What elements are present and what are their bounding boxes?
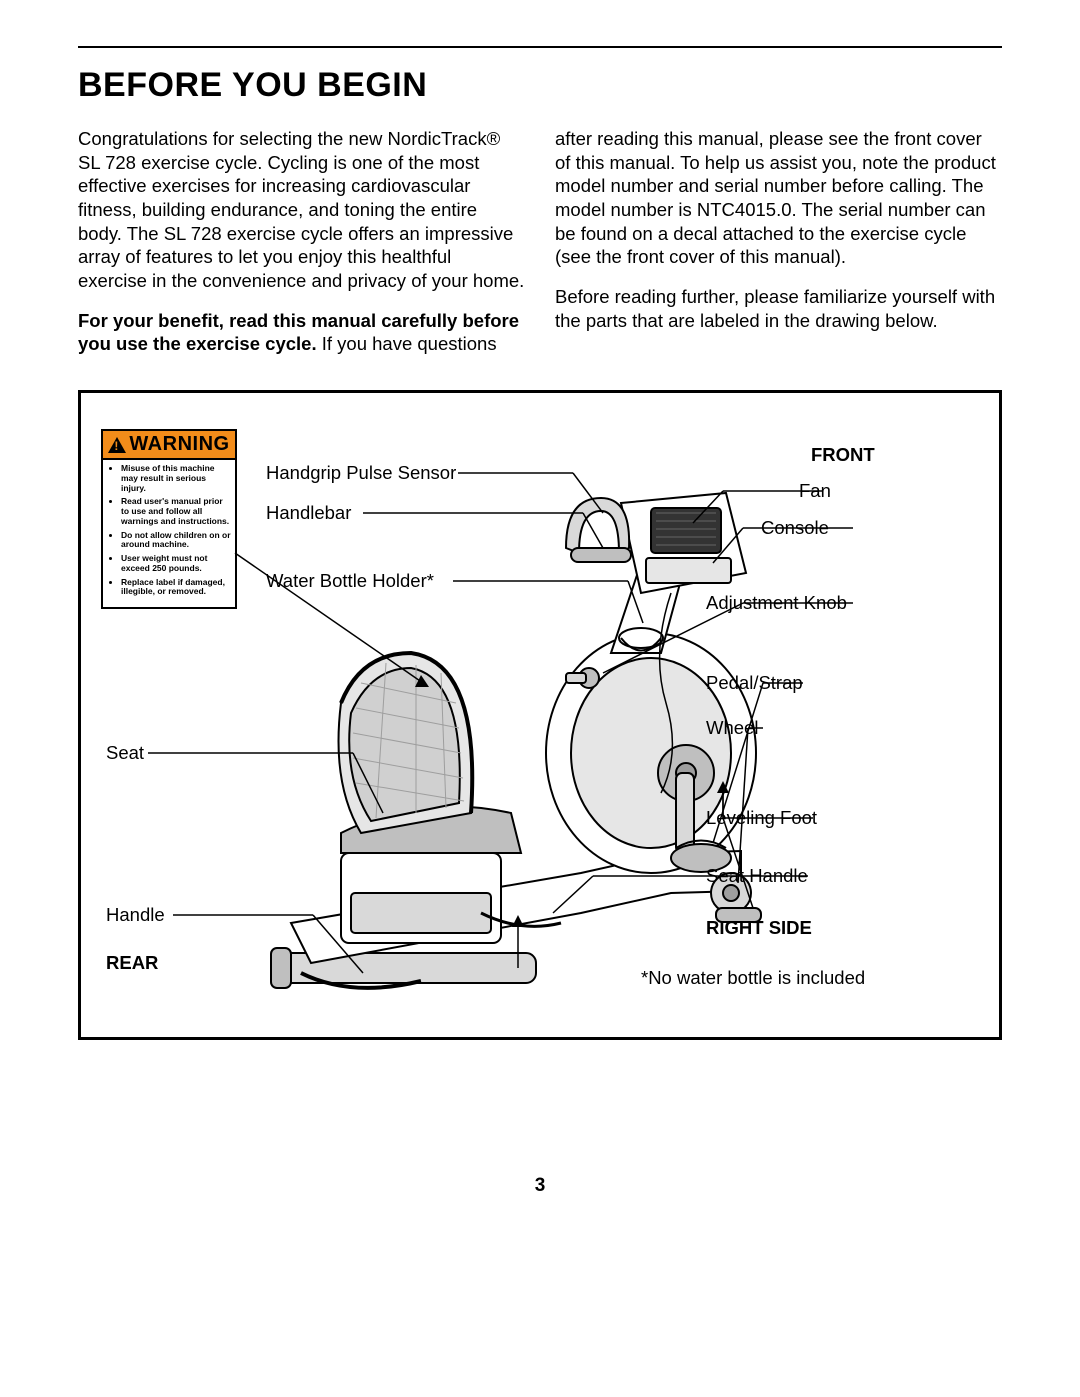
exercise-cycle-drawing — [221, 453, 781, 1013]
label-footnote: *No water bottle is included — [641, 968, 865, 988]
label-right-side: RIGHT SIDE — [706, 918, 812, 938]
label-adjustment-knob: Adjustment Knob — [706, 593, 847, 613]
page-title: BEFORE YOU BEGIN — [78, 66, 1002, 105]
warning-item: User weight must not exceed 250 pounds. — [121, 554, 231, 574]
top-rule — [78, 46, 1002, 48]
label-handgrip: Handgrip Pulse Sensor — [266, 463, 456, 483]
label-fan: Fan — [799, 481, 831, 501]
warning-heading: WARNING — [103, 431, 235, 460]
paragraph-2: For your benefit, read this manual caref… — [78, 309, 525, 356]
label-rear: REAR — [106, 953, 158, 973]
manual-page: BEFORE YOU BEGIN Congratulations for sel… — [0, 0, 1080, 1397]
warning-item: Read user's manual prior to use and foll… — [121, 497, 231, 526]
warning-label: WARNING Misuse of this machine may resul… — [101, 429, 237, 609]
label-seat-handle: Seat Handle — [706, 866, 808, 886]
label-leveling-foot: Leveling Foot — [706, 808, 817, 828]
paragraph-2-rest: If you have questions — [317, 333, 497, 354]
label-console: Console — [761, 518, 829, 538]
warning-item: Misuse of this machine may result in ser… — [121, 464, 231, 493]
label-pedal: Pedal/Strap — [706, 673, 803, 693]
label-water-bottle: Water Bottle Holder* — [266, 571, 434, 591]
warning-item: Replace label if damaged, illegible, or … — [121, 578, 231, 598]
label-front: FRONT — [811, 445, 875, 465]
label-handlebar: Handlebar — [266, 503, 351, 523]
body-columns: Congratulations for selecting the new No… — [78, 127, 1002, 372]
paragraph-3: after reading this manual, please see th… — [555, 127, 1002, 269]
right-column: after reading this manual, please see th… — [555, 127, 1002, 372]
warning-heading-text: WARNING — [129, 433, 229, 456]
warning-item: Do not allow children on or around machi… — [121, 531, 231, 551]
label-handle: Handle — [106, 905, 165, 925]
warning-body: Misuse of this machine may result in ser… — [103, 460, 235, 607]
label-wheel: Wheel — [706, 718, 758, 738]
label-seat: Seat — [106, 743, 144, 763]
diagram-box: WARNING Misuse of this machine may resul… — [78, 390, 1002, 1040]
paragraph-1: Congratulations for selecting the new No… — [78, 127, 525, 293]
left-column: Congratulations for selecting the new No… — [78, 127, 525, 372]
paragraph-4: Before reading further, please familiari… — [555, 285, 1002, 332]
warning-triangle-icon — [108, 437, 126, 453]
page-number: 3 — [0, 1175, 1080, 1197]
